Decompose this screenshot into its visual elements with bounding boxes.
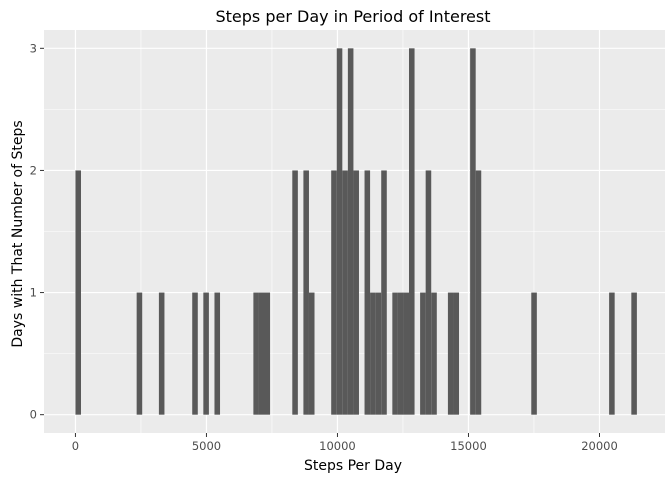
histogram-bar	[609, 292, 615, 415]
histogram-bar	[631, 292, 637, 415]
histogram-bar	[392, 292, 398, 415]
histogram-bar	[425, 170, 432, 415]
histogram-bar	[308, 292, 315, 415]
y-axis-title: Days with That Number of Steps	[10, 120, 26, 347]
x-tick-label: 0	[72, 439, 79, 453]
x-axis-ticks: 0 5000 10000 15000 20000	[72, 433, 618, 453]
histogram-bar	[292, 170, 298, 415]
histogram-bar	[253, 292, 259, 415]
x-tick-label: 15000	[450, 439, 487, 453]
histogram-bar	[75, 170, 81, 415]
x-tick-label: 5000	[192, 439, 221, 453]
histogram-bar	[409, 48, 415, 415]
histogram-bar	[331, 170, 337, 415]
chart-title: Steps per Day in Period of Interest	[215, 7, 490, 26]
histogram-bar	[158, 292, 165, 415]
histogram-bar	[264, 292, 271, 415]
histogram-bar	[347, 48, 354, 415]
histogram-bar	[420, 292, 426, 415]
y-axis-ticks: 0 1 2 3	[30, 41, 44, 422]
histogram-bar	[364, 170, 371, 415]
x-axis-title: Steps Per Day	[304, 458, 402, 474]
histogram-bar	[203, 292, 209, 415]
histogram-bar	[453, 292, 460, 415]
histogram-bar	[403, 292, 410, 415]
histogram-bar	[370, 292, 376, 415]
histogram-bar	[342, 170, 348, 415]
histogram-bar	[303, 170, 309, 415]
histogram-bar	[431, 292, 437, 415]
x-tick-label: 10000	[319, 439, 356, 453]
y-tick-label: 0	[30, 408, 37, 422]
histogram-bar	[136, 292, 143, 415]
histogram-bar	[258, 292, 265, 415]
histogram-bar	[531, 292, 537, 415]
y-tick-label: 2	[30, 163, 37, 177]
histogram-bars	[75, 48, 637, 415]
histogram-bar	[447, 292, 454, 415]
histogram-bar	[375, 292, 382, 415]
histogram-bar	[353, 170, 359, 415]
histogram-bar	[470, 48, 476, 415]
y-tick-label: 1	[30, 286, 37, 300]
histogram-bar	[336, 48, 343, 415]
histogram-bar	[214, 292, 221, 415]
y-tick-label: 3	[30, 41, 37, 55]
histogram-bar	[381, 170, 387, 415]
x-tick-label: 20000	[581, 439, 618, 453]
histogram-bar	[192, 292, 198, 415]
histogram-bar	[475, 170, 482, 415]
histogram-bar	[397, 292, 404, 415]
